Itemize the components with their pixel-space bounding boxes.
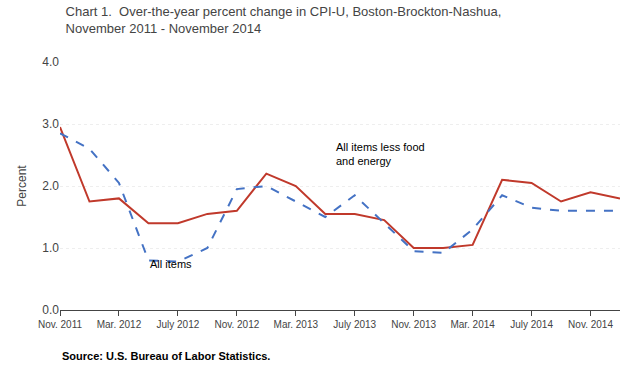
svg-text:0.0: 0.0 [42, 303, 59, 317]
svg-text:July 2012: July 2012 [156, 319, 199, 330]
svg-text:Mar. 2014: Mar. 2014 [450, 319, 495, 330]
svg-text:Nov. 2012: Nov. 2012 [214, 319, 259, 330]
svg-text:Source: U.S. Bureau of Labor S: Source: U.S. Bureau of Labor Statistics. [62, 350, 270, 362]
svg-text:3.0: 3.0 [42, 117, 59, 131]
svg-text:Nov. 2014: Nov. 2014 [568, 319, 613, 330]
svg-text:Nov. 2013: Nov. 2013 [391, 319, 436, 330]
svg-text:1.0: 1.0 [42, 241, 59, 255]
svg-text:4.0: 4.0 [42, 55, 59, 69]
svg-text:July 2013: July 2013 [333, 319, 376, 330]
svg-text:All items less foodand energy: All items less foodand energy [336, 141, 425, 167]
svg-text:Percent: Percent [15, 165, 29, 207]
svg-text:Mar. 2013: Mar. 2013 [274, 319, 319, 330]
svg-text:Chart 1. Over-the-year percen: Chart 1. Over-the-year percent change in… [66, 4, 502, 36]
svg-text:All items: All items [150, 258, 192, 270]
svg-text:Mar. 2012: Mar. 2012 [97, 319, 142, 330]
svg-text:July 2014: July 2014 [510, 319, 553, 330]
svg-text:Nov. 2011: Nov. 2011 [38, 319, 83, 330]
svg-text:2.0: 2.0 [42, 179, 59, 193]
